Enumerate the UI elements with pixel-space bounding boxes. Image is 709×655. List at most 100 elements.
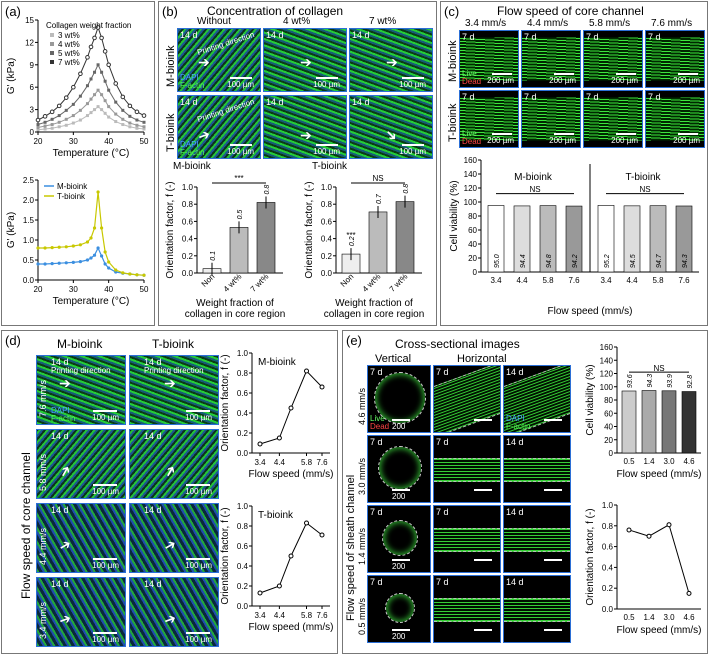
x-tick-label: 7.6 bbox=[568, 276, 580, 285]
row-label: 4.6 mm/s bbox=[357, 387, 367, 425]
data-point bbox=[43, 127, 47, 131]
tile-day: 14 d bbox=[144, 357, 162, 367]
data-point bbox=[96, 63, 100, 67]
scale-label: 100 µm bbox=[399, 80, 426, 89]
panel-c: (c) Flow speed of core channel M-bioink … bbox=[440, 1, 708, 326]
col-label: 4 wt% bbox=[283, 16, 311, 27]
live-label: Live bbox=[462, 129, 477, 138]
dead-label: Dead bbox=[370, 422, 390, 431]
chart-e-orientation: 0.0 0.2 0.4 0.6 0.8 1.0 Orientation factor, f … bbox=[585, 501, 702, 636]
legend-title: Collagen weight fraction bbox=[46, 21, 131, 30]
bar-value-label: 94.3 bbox=[647, 374, 654, 388]
row-label-m-bioink: M-bioink bbox=[447, 40, 459, 82]
cross-section-tile: 7 d 200 bbox=[367, 505, 431, 573]
data-point bbox=[64, 245, 68, 249]
row-label: 7.6 mm/s bbox=[38, 379, 48, 417]
bar bbox=[487, 205, 505, 273]
x-tick-label: 40 bbox=[104, 285, 113, 294]
x-tick-label: 4.4 bbox=[274, 611, 286, 620]
data-point bbox=[142, 120, 146, 124]
chart-b-t-bioink: T-bioink 0.0 0.2 0.4 0.6 0.8 1.0 Orientation fa… bbox=[304, 161, 424, 320]
data-point bbox=[135, 118, 139, 122]
printing-direction-label: Printing direction bbox=[144, 366, 204, 375]
legend-entry: 5 wt% bbox=[58, 49, 80, 58]
group-label: M-bioink bbox=[514, 172, 553, 183]
micrograph-tile: 14 d ➔ 100 µm bbox=[129, 503, 219, 573]
data-point bbox=[71, 244, 75, 248]
significance-label: NS bbox=[372, 174, 383, 183]
significance-label: *** bbox=[346, 231, 355, 240]
data-point bbox=[49, 109, 55, 115]
tile-day: 14 d bbox=[51, 431, 69, 441]
y-tick-label: 60 bbox=[604, 409, 613, 418]
x-tick-label: 4.4 bbox=[274, 458, 286, 467]
x-tick-label: 5.8 bbox=[652, 276, 664, 285]
data-point bbox=[36, 126, 40, 130]
y-axis-label: Orientation factor, f (-) bbox=[165, 181, 176, 278]
bar bbox=[621, 390, 637, 454]
data-point bbox=[89, 77, 93, 81]
tile-day: 14 d bbox=[506, 367, 524, 377]
data-point bbox=[93, 108, 97, 112]
y-tick-label: 9 bbox=[30, 61, 35, 70]
tile-day: 14 d bbox=[144, 579, 162, 589]
data-point bbox=[85, 102, 89, 106]
y-tick-label: 20 bbox=[604, 436, 613, 445]
printing-direction-label: Printing direction bbox=[196, 97, 256, 124]
legend-entry: 3 wt% bbox=[58, 31, 80, 40]
row-label: 5.8 mm/s bbox=[38, 453, 48, 491]
fiber-band bbox=[434, 458, 500, 482]
lumen-outline bbox=[382, 520, 418, 556]
x-axis-label: Weight fraction of bbox=[196, 298, 274, 309]
scale-bar bbox=[93, 632, 117, 634]
x-tick-label: 30 bbox=[69, 285, 78, 294]
micrograph-tile: 14 d ➔ 100 µm bbox=[263, 28, 347, 92]
y-tick-label: 0.5 bbox=[23, 256, 35, 265]
data-point bbox=[103, 262, 107, 266]
data-point bbox=[142, 273, 146, 277]
y-tick-label: 140 bbox=[464, 170, 478, 179]
tile-day: 14 d bbox=[51, 579, 69, 589]
factin-label: F-actin bbox=[51, 414, 76, 423]
y-tick-label: 100 bbox=[600, 383, 614, 392]
data-point bbox=[85, 114, 89, 118]
scale-label: 100 µm bbox=[185, 635, 212, 644]
col-label: 3.4 mm/s bbox=[465, 18, 507, 29]
data-point bbox=[89, 256, 93, 260]
arrow-icon: ➔ bbox=[56, 609, 74, 629]
data-point bbox=[96, 88, 100, 92]
dead-label: Dead bbox=[462, 137, 482, 146]
micrograph-tile: 7 d 200 µm bbox=[645, 30, 705, 88]
scale-bar bbox=[474, 629, 492, 631]
col-label-horizontal: Horizontal bbox=[457, 353, 507, 365]
arrow-icon: ➔ bbox=[59, 375, 71, 391]
data-point bbox=[100, 93, 104, 97]
data-point bbox=[106, 62, 111, 68]
y-tick-label: 0 bbox=[30, 128, 35, 137]
y-tick-label: 0.6 bbox=[321, 217, 333, 226]
tile-day: 14 d bbox=[506, 577, 524, 587]
y-tick-label: 0.0 bbox=[321, 269, 333, 278]
tile-day: 14 d bbox=[180, 30, 198, 40]
y-tick-label: 120 bbox=[464, 184, 478, 193]
bar-value-label: 0.5 bbox=[237, 210, 244, 220]
data-point bbox=[121, 108, 125, 112]
y-tick-label: 1.0 bbox=[237, 349, 249, 358]
data-point bbox=[89, 236, 93, 240]
x-tick-label: 5.8 bbox=[542, 276, 554, 285]
data-point bbox=[121, 271, 125, 275]
panel-b-header: Concentration of collagen bbox=[207, 4, 344, 18]
scale-label: 200 µm bbox=[549, 76, 576, 85]
x-tick-label: 30 bbox=[69, 137, 78, 146]
y-tick-label: 12 bbox=[25, 38, 34, 47]
y-tick-label: 40 bbox=[468, 240, 477, 249]
bar-value-label: 93.6 bbox=[627, 374, 634, 388]
arrow-icon: ➔ bbox=[300, 54, 312, 70]
x-axis-label: Temperature (°C) bbox=[53, 148, 130, 159]
lumen-outline bbox=[378, 446, 422, 490]
scale-bar bbox=[554, 133, 574, 135]
y-axis-label: Orientation factor, f (-) bbox=[585, 508, 596, 605]
legend-entry: 7 wt% bbox=[58, 58, 80, 67]
data-point bbox=[626, 527, 632, 533]
arrow-icon: ➔ bbox=[300, 127, 312, 143]
